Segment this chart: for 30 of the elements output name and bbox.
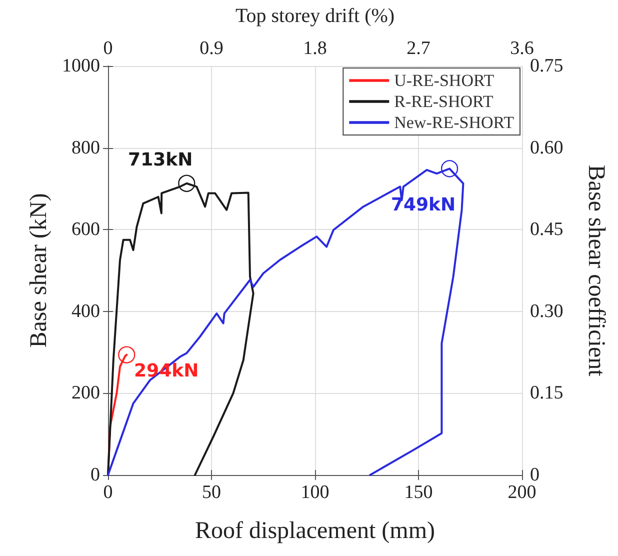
y2-tick-label: 0.45 [530, 219, 564, 240]
legend-label: R-RE-SHORT [394, 92, 494, 111]
annotation: 749kN [390, 194, 456, 216]
x2-tick-label: 1.8 [303, 38, 327, 59]
y2-tick-label: 0.30 [530, 300, 564, 322]
y-tick-label: 0 [90, 464, 100, 486]
y2-tick-label: 0.60 [530, 137, 564, 158]
y-tick-label: 200 [72, 382, 100, 404]
x-tick-label: 50 [202, 482, 221, 503]
y-tick-label: 400 [72, 300, 100, 322]
y-tick-label: 600 [72, 219, 100, 240]
x-tick-label: 150 [404, 482, 433, 503]
legend-label: New-RE-SHORT [394, 113, 515, 132]
y-axis-title: Base shear (kN) [26, 193, 52, 348]
x2-tick-label: 2.7 [406, 38, 430, 59]
point [440, 160, 458, 178]
x2-tick-label: 0 [103, 38, 113, 59]
y2-axis-title: Base shear coefficient [583, 164, 609, 377]
y2-tick-label: 0.15 [530, 382, 564, 404]
x2-tick-label: 0.9 [200, 38, 224, 59]
x-tick-label: 100 [300, 482, 330, 503]
y-tick-label: 1000 [62, 56, 100, 76]
point [178, 174, 196, 192]
y-tick-label: 800 [72, 137, 100, 158]
x2-axis-title: Top storey drift (%) [235, 5, 395, 27]
legend-label: U-RE-SHORT [394, 71, 495, 90]
annotation: 713kN [128, 149, 193, 170]
x-tick-label: 0 [103, 482, 113, 503]
x-axis-title: Roof displacement (mm) [195, 518, 435, 544]
point [118, 346, 136, 364]
